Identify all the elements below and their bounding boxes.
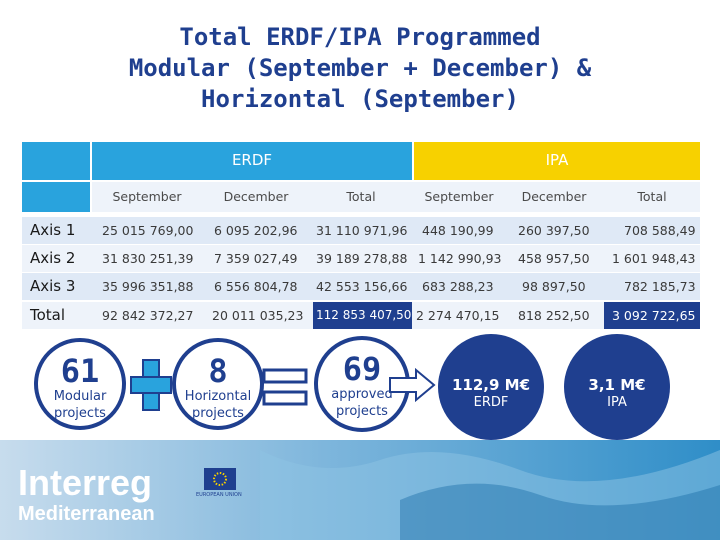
table-cell: 98 897,50 xyxy=(522,279,586,294)
interreg-logo: Interreg Mediterranean xyxy=(18,464,155,526)
table-cell: 3 092 722,65 xyxy=(612,308,696,323)
header-ipa-cell xyxy=(414,142,700,180)
table-cell: 1 142 990,93 xyxy=(418,251,502,266)
eu-flag xyxy=(204,468,236,490)
table-cell: 458 957,50 xyxy=(518,251,590,266)
table-cell: 6 095 202,96 xyxy=(214,223,298,238)
table-cell: 2 274 470,15 xyxy=(416,308,500,323)
row-label: Total xyxy=(30,306,66,324)
footer-banner: Interreg Mediterranean EUROPEAN UNION xyxy=(0,440,720,540)
highlight-cell-erdf-total xyxy=(313,302,412,329)
logo-name: Interreg xyxy=(18,462,153,503)
table-cell: 35 996 351,88 xyxy=(102,279,194,294)
table-cell: 92 842 372,27 xyxy=(102,308,194,323)
subheader-ipa-total: Total xyxy=(637,189,667,204)
erdf-total-label: ERDF xyxy=(473,395,509,410)
eu-label: EUROPEAN UNION xyxy=(196,492,242,498)
horizontal-count: 8 xyxy=(208,352,228,390)
header-ipa-label: IPA xyxy=(545,151,569,169)
table-cell: 31 830 251,39 xyxy=(102,251,194,266)
subheader-row xyxy=(92,182,700,212)
highlight-cell-ipa-total xyxy=(604,302,700,329)
table-row xyxy=(22,217,700,244)
footer-texture xyxy=(260,450,720,540)
row-label: Axis 1 xyxy=(30,221,76,239)
table-cell: 42 553 156,66 xyxy=(316,279,408,294)
modular-count: 61 xyxy=(60,352,100,390)
table-cell: 683 288,23 xyxy=(422,279,494,294)
approved-label-line-1: approved xyxy=(331,387,393,402)
erdf-total-value: 112,9 M€ xyxy=(451,376,531,394)
table-cell: 31 110 971,96 xyxy=(316,223,408,238)
erdf-total-circle: 112,9 M€ ERDF xyxy=(438,334,544,440)
header-erdf-label: ERDF xyxy=(231,151,273,169)
modular-label-line-2: projects xyxy=(54,406,106,421)
table-cell: 260 397,50 xyxy=(518,223,590,238)
title-line-1: Total ERDF/IPA Programmed xyxy=(179,23,541,51)
header-blank-cell xyxy=(22,142,90,180)
title-line-3: Horizontal (September) xyxy=(201,85,519,113)
modular-label-line-1: Modular xyxy=(53,389,107,404)
horizontal-label-line-2: projects xyxy=(192,406,244,421)
row-label: Axis 3 xyxy=(30,277,76,295)
subheader-ipa-september: September xyxy=(424,189,494,204)
title-line-2: Modular (September + December) & xyxy=(128,54,592,82)
modular-projects-circle: 61 Modular projects xyxy=(34,338,126,430)
subheader-blank-cell xyxy=(22,182,90,212)
subheader-erdf-total: Total xyxy=(346,189,376,204)
table-cell: 1 601 948,43 xyxy=(612,251,696,266)
row-label: Axis 2 xyxy=(30,249,76,267)
table-cell: 7 359 027,49 xyxy=(214,251,298,266)
plus-icon xyxy=(130,358,172,412)
table-cell: 708 588,49 xyxy=(624,223,696,238)
table-cell: 25 015 769,00 xyxy=(102,223,194,238)
table-cell: 39 189 278,88 xyxy=(316,251,408,266)
eu-stars-icon xyxy=(213,472,227,486)
ipa-total-circle: 3,1 M€ IPA xyxy=(564,334,670,440)
subheader-erdf-september: September xyxy=(112,189,182,204)
table-cell: 6 556 804,78 xyxy=(214,279,298,294)
approved-count: 69 xyxy=(342,350,382,388)
table-row xyxy=(22,245,700,272)
table-cell: 20 011 035,23 xyxy=(212,308,304,323)
horizontal-label-line-1: Horizontal xyxy=(184,389,252,404)
table-cell: 112 853 407,50 xyxy=(316,308,412,322)
approved-label-line-2: projects xyxy=(336,404,388,419)
page-title: Total ERDF/IPA Programmed Modular (Septe… xyxy=(40,22,680,115)
table-cell: 782 185,73 xyxy=(624,279,696,294)
header-erdf-cell xyxy=(92,142,412,180)
subheader-ipa-december: December xyxy=(521,189,587,204)
equals-icon xyxy=(262,366,308,408)
horizontal-projects-circle: 8 Horizontal projects xyxy=(172,338,264,430)
arrow-right-icon xyxy=(388,367,436,403)
ipa-total-label: IPA xyxy=(607,395,627,410)
table-cell: 448 190,99 xyxy=(422,223,494,238)
logo-subtitle: Mediterranean xyxy=(18,503,155,525)
subheader-erdf-december: December xyxy=(223,189,289,204)
ipa-total-value: 3,1 M€ xyxy=(588,376,646,394)
table-cell: 818 252,50 xyxy=(518,308,590,323)
table-row xyxy=(22,273,700,300)
